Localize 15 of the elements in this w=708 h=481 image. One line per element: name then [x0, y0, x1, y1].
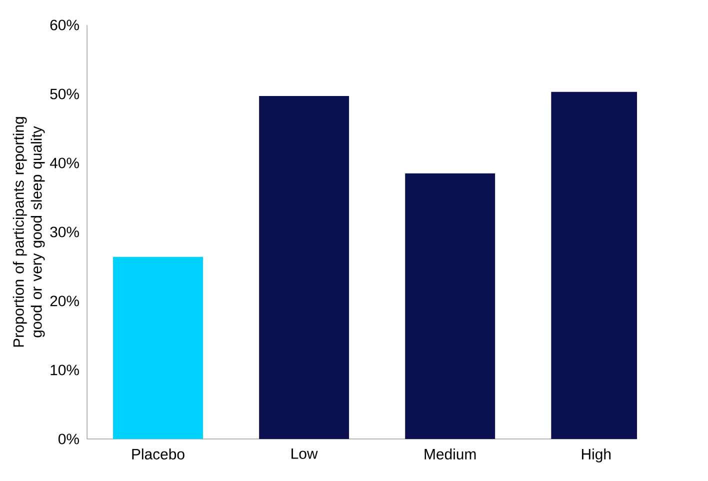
y-tick-label: 30%	[50, 226, 79, 238]
y-tick-label: 20%	[50, 296, 79, 306]
y-tick-label: 60%	[50, 20, 79, 30]
bar	[259, 96, 350, 439]
x-tick-label: High	[582, 448, 611, 462]
y-tick-label: 0%	[58, 434, 79, 444]
x-tick-label: Low	[292, 448, 318, 459]
bar	[113, 256, 203, 439]
y-tick-label: 50%	[50, 88, 79, 100]
y-axis-title: Proportion of participants reporting good or very good sleep quality	[12, 117, 45, 347]
x-tick-label: Placebo	[132, 448, 184, 460]
bar	[405, 173, 496, 439]
y-tick-label: 40%	[50, 158, 79, 168]
y-tick-label: 10%	[50, 364, 79, 376]
x-tick-label: Medium	[424, 448, 476, 460]
